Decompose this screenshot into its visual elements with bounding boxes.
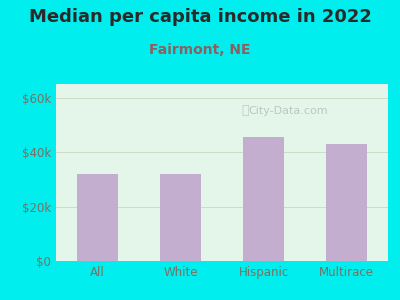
Bar: [160, 174, 201, 261]
Text: ⦿: ⦿: [242, 104, 249, 117]
Bar: [77, 174, 118, 261]
Bar: [326, 144, 367, 261]
Text: Fairmont, NE: Fairmont, NE: [149, 44, 251, 58]
Text: City-Data.com: City-Data.com: [248, 106, 328, 116]
Bar: [243, 137, 284, 261]
Text: Median per capita income in 2022: Median per capita income in 2022: [28, 8, 372, 26]
